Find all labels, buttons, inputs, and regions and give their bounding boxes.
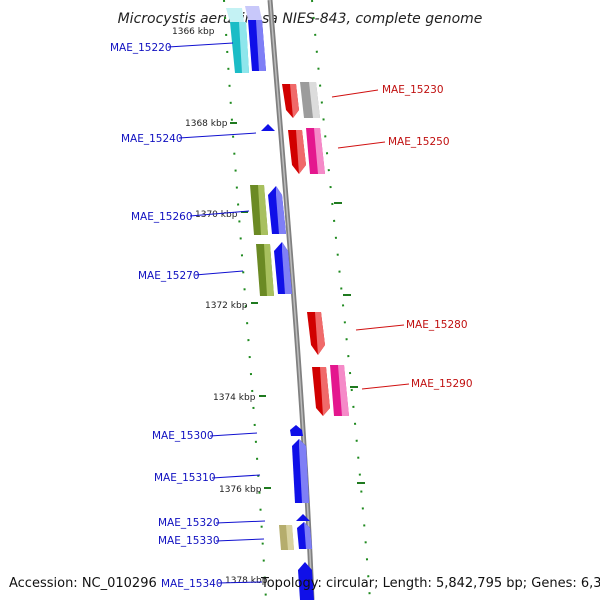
genome-stats-text: Topology: circular; Length: 5,842,795 bp…: [260, 576, 600, 591]
scale-label-1372kbp: 1372 kbp: [205, 301, 248, 311]
gene-label-MAE_15250[interactable]: MAE_15250: [388, 136, 450, 148]
scale-label-1368kbp: 1368 kbp: [185, 119, 228, 129]
scale-label-1366kbp: 1366 kbp: [172, 27, 215, 37]
gene-MAE_15290-magenta[interactable]: [330, 365, 349, 416]
gene-MAE_15270-olive[interactable]: [256, 244, 274, 296]
gene-MAE_15310[interactable]: [292, 439, 309, 503]
gene-label-MAE_15260[interactable]: MAE_15260: [131, 211, 193, 223]
gene-MAE_15260-olive[interactable]: [250, 185, 268, 235]
outer-tick-track: [311, 0, 371, 600]
gene-label-MAE_15240[interactable]: MAE_15240: [121, 133, 183, 145]
gene-label-MAE_15270[interactable]: MAE_15270: [138, 270, 200, 282]
gene-label-MAE_15280[interactable]: MAE_15280: [406, 319, 468, 331]
inner-tick-track: [223, 0, 267, 600]
gene-MAE_15260[interactable]: [268, 186, 286, 234]
right-leader-lines: [331, 89, 410, 390]
gene-MAE_15250[interactable]: [288, 130, 306, 174]
gene-label-MAE_15330[interactable]: MAE_15330: [158, 535, 220, 547]
gene-MAE_15220[interactable]: [245, 6, 266, 71]
scale-label-1370kbp: 1370 kbp: [195, 210, 238, 220]
scale-label-1376kbp: 1376 kbp: [219, 485, 262, 495]
gene-MAE_15300[interactable]: [290, 425, 303, 436]
gene-MAE_15320[interactable]: [296, 514, 310, 521]
gene-MAE_15330-khaki[interactable]: [279, 525, 294, 550]
gene-label-MAE_15290[interactable]: MAE_15290: [411, 378, 473, 390]
gene-MAE_15340[interactable]: [298, 562, 314, 600]
gene-MAE_15290[interactable]: [312, 367, 330, 416]
scale-label-1378kbp: 1378 kbp: [225, 576, 268, 586]
scale-label-1374kbp: 1374 kbp: [213, 393, 256, 403]
gene-MAE_15230-gray[interactable]: [300, 82, 320, 118]
left-leader-lines: [167, 42, 266, 584]
gene-MAE_15240[interactable]: [261, 124, 275, 131]
gene-label-MAE_15300[interactable]: MAE_15300: [152, 430, 214, 442]
gene-label-MAE_15220[interactable]: MAE_15220: [110, 42, 172, 54]
gene-label-MAE_15340[interactable]: MAE_15340: [161, 578, 223, 590]
gene-label-MAE_15320[interactable]: MAE_15320: [158, 517, 220, 529]
map-title: Microcystis aeruginosa NIES-843, complet…: [118, 11, 483, 27]
gene-label-MAE_15310[interactable]: MAE_15310: [154, 472, 216, 484]
gene-MAE_15270[interactable]: [274, 242, 292, 294]
scale-tick-marks: [230, 122, 365, 489]
gene-MAE_15220-cyan[interactable]: [226, 8, 249, 73]
gene-MAE_15250-magenta[interactable]: [306, 128, 325, 174]
gene-MAE_15330[interactable]: [297, 522, 312, 549]
accession-text: Accession: NC_010296: [9, 576, 157, 591]
gene-label-MAE_15230[interactable]: MAE_15230: [382, 84, 444, 96]
gene-MAE_15230[interactable]: [282, 84, 299, 118]
gene-MAE_15280[interactable]: [307, 312, 325, 355]
